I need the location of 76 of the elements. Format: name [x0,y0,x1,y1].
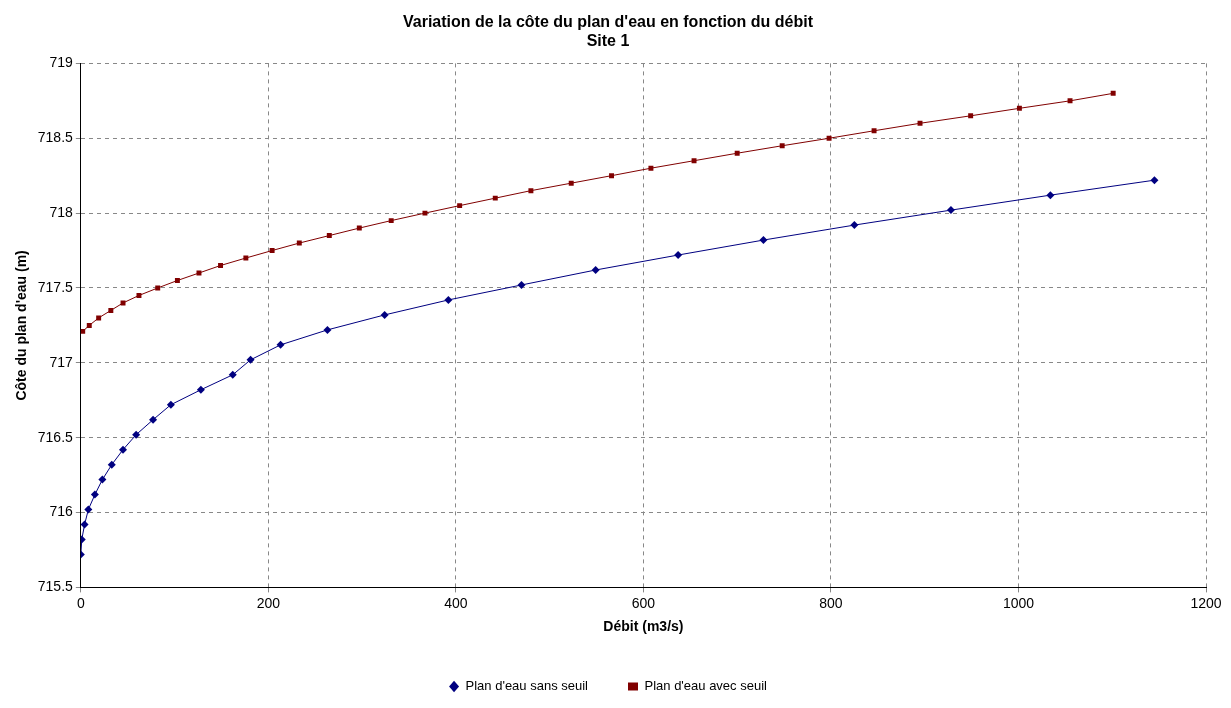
x-tick-label: 1200 [1190,594,1222,611]
point [568,180,574,186]
point [422,210,428,216]
point [444,295,453,304]
point [674,251,683,260]
chart-title: Variation de la côte du plan d'eau en fonction du débit [402,13,814,31]
point [1150,176,1159,185]
y-tick-label: 719 [49,54,74,71]
y-axis-title: Côte du plan d'eau (m) [13,250,30,401]
point [517,280,526,289]
y-tick-label: 716 [49,503,74,520]
x-tick-label: 200 [256,594,281,611]
point [84,505,93,514]
x-tick-label: 800 [819,594,843,611]
point [132,430,141,439]
point [323,325,332,334]
point [80,328,86,334]
point [871,128,877,134]
point [120,300,126,306]
y-tick-label: 718.5 [37,129,74,146]
x-tick-label: 0 [76,594,85,611]
point [108,307,114,313]
point [968,113,974,119]
point [296,240,302,246]
x-tick-label: 600 [631,594,656,611]
point [609,173,615,179]
point [1110,90,1116,96]
y-tick-label: 717.5 [37,278,74,295]
point [826,135,832,141]
point [1016,105,1022,111]
chart-subtitle: Site 1 [586,32,630,50]
point [174,278,180,283]
x-tick-label: 1000 [1002,594,1035,611]
point [380,310,389,319]
point [591,266,600,275]
point [492,195,498,201]
point [276,340,285,349]
x-axis-title: Débit (m3/s) [603,618,684,635]
point [1067,98,1073,104]
point [86,322,92,328]
point [759,236,768,245]
point [243,255,249,261]
point [98,475,107,484]
y-tick-label: 716.5 [37,428,74,445]
point [326,233,332,239]
y-tick-label: 717 [49,353,74,370]
point [528,188,534,194]
point [166,400,175,409]
point [388,218,394,224]
point [850,221,859,230]
point [246,355,255,364]
point [691,158,697,164]
point [1046,191,1055,200]
legend-label: Plan d'eau avec seuil [644,678,768,694]
point [80,520,89,529]
point [648,165,654,171]
point [356,225,362,231]
point [457,203,463,209]
point [218,263,224,268]
point [228,370,237,379]
legend-label: Plan d'eau sans seuil [465,678,589,694]
y-tick-label: 718 [49,203,74,220]
point [269,248,275,254]
point [734,150,740,156]
y-tick-label: 715.5 [37,578,74,595]
point [779,143,785,149]
point [96,315,102,321]
point [196,385,205,394]
x-tick-label: 400 [444,594,468,611]
point [107,460,116,469]
point [946,206,955,215]
point [149,415,158,424]
point [155,285,161,291]
point [136,292,142,298]
point [119,445,128,454]
point [90,490,99,499]
